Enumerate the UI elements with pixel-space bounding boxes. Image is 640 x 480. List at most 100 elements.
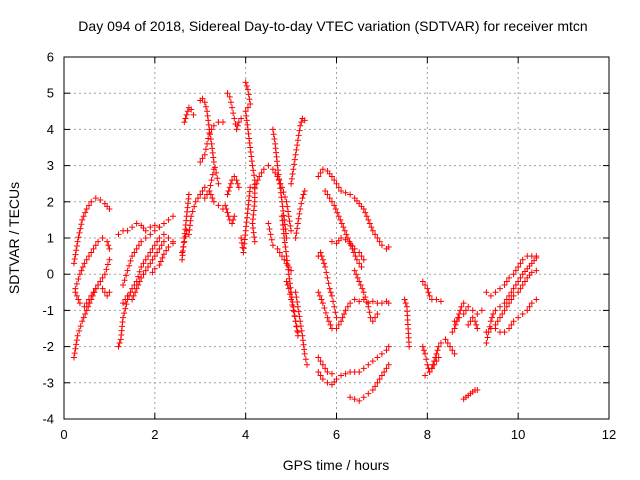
data-point — [337, 216, 344, 223]
data-point — [499, 311, 506, 318]
data-point — [165, 216, 172, 223]
data-point — [160, 220, 167, 227]
data-point — [135, 282, 142, 289]
data-point — [258, 169, 265, 176]
data-point — [503, 303, 510, 310]
data-point — [75, 234, 82, 241]
data-point — [292, 289, 299, 296]
data-point — [249, 220, 256, 227]
data-point — [356, 298, 363, 305]
data-point — [158, 242, 165, 249]
data-point — [294, 298, 301, 305]
data-point — [288, 175, 295, 182]
data-point — [129, 296, 136, 303]
data-point — [406, 343, 413, 350]
data-point — [151, 253, 158, 260]
y-tick-label: 5 — [47, 86, 54, 101]
data-point — [267, 231, 274, 238]
data-point — [376, 238, 383, 245]
x-axis-label: GPS time / hours — [283, 457, 390, 473]
data-point — [302, 356, 309, 363]
y-tick-label: 1 — [47, 231, 54, 246]
data-point — [290, 166, 297, 173]
data-point — [444, 339, 451, 346]
data-point — [75, 296, 82, 303]
data-point — [136, 278, 143, 285]
data-point — [214, 175, 221, 182]
data-point — [501, 329, 508, 336]
data-point — [271, 136, 278, 143]
data-point — [321, 260, 328, 267]
data-point — [365, 361, 372, 368]
data-point — [133, 245, 140, 252]
data-point — [247, 149, 254, 156]
data-point — [283, 253, 290, 260]
data-point — [76, 271, 83, 278]
data-point — [351, 296, 358, 303]
data-point — [501, 282, 508, 289]
data-point — [510, 285, 517, 292]
data-point — [189, 208, 196, 215]
data-point — [474, 311, 481, 318]
data-point — [300, 191, 307, 198]
data-point — [290, 307, 297, 314]
data-point — [92, 242, 99, 249]
data-point — [210, 158, 217, 165]
data-point — [85, 253, 92, 260]
data-point — [133, 220, 140, 227]
data-point — [201, 184, 208, 191]
data-point — [269, 126, 276, 133]
data-point — [205, 121, 212, 128]
data-point — [317, 358, 324, 365]
data-point — [140, 271, 147, 278]
data-point — [288, 180, 295, 187]
data-point — [385, 343, 392, 350]
data-point — [251, 238, 258, 245]
data-point — [202, 146, 209, 153]
data-point — [519, 282, 526, 289]
data-point — [328, 198, 335, 205]
data-point — [209, 145, 216, 152]
data-point — [133, 285, 140, 292]
data-point — [318, 253, 325, 260]
data-point — [298, 327, 305, 334]
data-point — [206, 126, 213, 133]
chart-title: Day 094 of 2018, Sidereal Day-to-day VTE… — [78, 18, 587, 34]
data-point — [497, 303, 503, 310]
data-point — [369, 387, 376, 394]
data-point — [419, 278, 426, 285]
data-point — [231, 213, 238, 220]
data-point — [231, 173, 238, 180]
data-point — [342, 370, 349, 377]
data-point — [274, 162, 281, 169]
data-point — [269, 242, 276, 249]
data-point — [224, 90, 231, 97]
data-point — [317, 249, 324, 256]
data-point — [272, 169, 279, 176]
data-point — [284, 282, 291, 289]
data-point — [474, 325, 481, 332]
data-point — [205, 117, 212, 124]
data-point — [88, 249, 95, 256]
data-point — [363, 298, 370, 305]
data-point — [229, 104, 236, 111]
data-point — [508, 321, 515, 328]
data-point — [378, 350, 385, 357]
data-point — [276, 176, 283, 183]
data-point — [360, 365, 367, 372]
data-point — [151, 222, 158, 229]
data-point — [223, 206, 230, 213]
data-point — [208, 177, 215, 184]
data-point — [244, 104, 251, 111]
data-point — [120, 314, 127, 321]
data-point — [103, 266, 110, 273]
x-tick-label: 2 — [151, 427, 158, 442]
data-point — [332, 309, 339, 316]
data-point — [124, 267, 131, 274]
data-point — [426, 292, 433, 299]
data-point — [497, 314, 503, 321]
data-point — [151, 265, 158, 272]
data-point — [121, 310, 128, 317]
data-point — [231, 115, 238, 122]
data-point — [74, 332, 81, 339]
